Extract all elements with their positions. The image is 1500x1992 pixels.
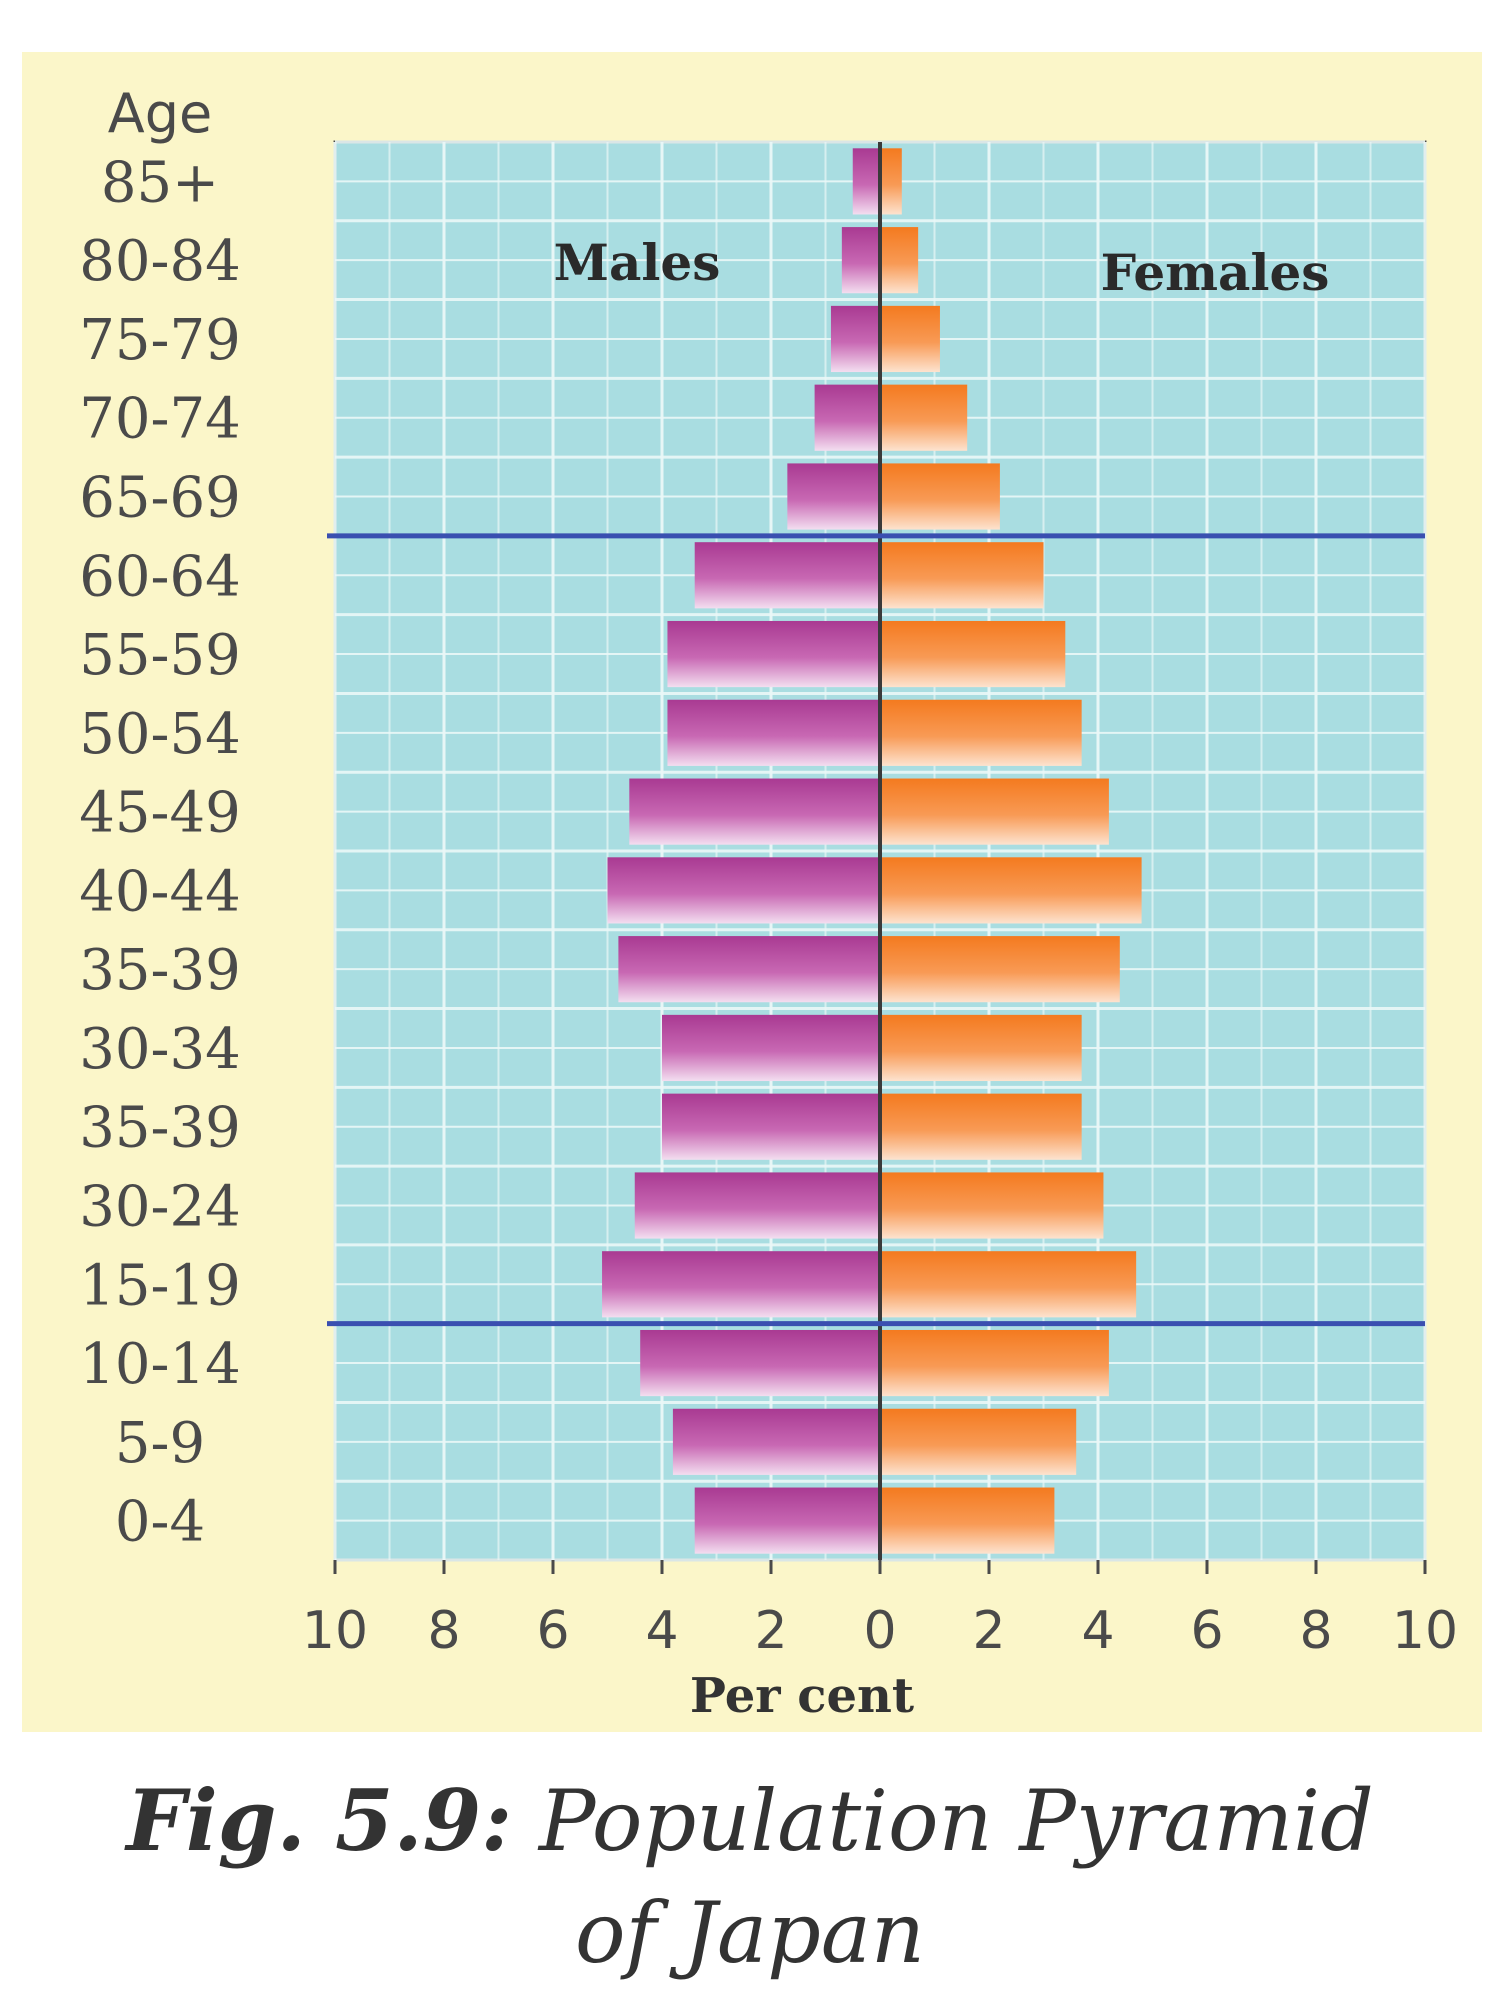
age-group-label: 10-14 xyxy=(79,1332,240,1397)
females-label: Females xyxy=(1101,243,1330,302)
age-group-label: 75-79 xyxy=(79,308,240,373)
x-axis-title: Per cent xyxy=(690,1668,914,1724)
bar-female xyxy=(880,1408,1077,1475)
bar-male xyxy=(602,1251,880,1318)
x-tick-label: 2 xyxy=(972,1601,1005,1661)
bar-female xyxy=(880,1014,1082,1082)
bar-male xyxy=(694,542,880,609)
x-tick-label: 10 xyxy=(1392,1601,1458,1661)
bar-female xyxy=(880,227,919,294)
caption-line-2: of Japan xyxy=(574,1884,926,1982)
x-tick-label: 8 xyxy=(1299,1601,1332,1661)
bar-female xyxy=(880,1329,1109,1397)
bar-male xyxy=(787,463,880,530)
age-group-label: 70-74 xyxy=(79,387,240,452)
bar-female xyxy=(880,1487,1055,1554)
reference-lines xyxy=(327,142,1425,1560)
bar-female xyxy=(880,542,1044,609)
bar-female xyxy=(880,1172,1104,1239)
bar-female xyxy=(880,463,1000,530)
age-group-label: 30-34 xyxy=(79,1017,240,1082)
x-tick-label: 6 xyxy=(1190,1601,1223,1661)
age-group-label: 55-59 xyxy=(79,623,240,688)
bar-male xyxy=(634,1172,880,1239)
bar-male xyxy=(667,699,880,766)
bar-male xyxy=(662,1093,880,1160)
bar-male xyxy=(618,936,880,1003)
caption-title: Population Pyramid xyxy=(538,1772,1374,1870)
bar-female xyxy=(880,857,1142,924)
x-tick-label: 6 xyxy=(536,1601,569,1661)
age-group-label: 45-49 xyxy=(79,781,240,846)
bars xyxy=(602,148,1142,1554)
age-group-label: 40-44 xyxy=(79,859,240,924)
y-axis-title: Age xyxy=(108,82,212,145)
bar-female xyxy=(880,305,940,373)
x-tick-label: 8 xyxy=(427,1601,460,1661)
age-group-label: 15-19 xyxy=(79,1253,240,1318)
x-tick-label: 0 xyxy=(863,1601,896,1661)
x-tick-label: 2 xyxy=(754,1601,787,1661)
bar-male xyxy=(694,1487,880,1554)
x-tick-label: 10 xyxy=(302,1601,368,1661)
population-pyramid-chart: Age Males Females Per cent 85+ 80-84 75-79… xyxy=(79,82,1458,1724)
bar-male xyxy=(672,1408,880,1475)
age-group-label: 85+ xyxy=(101,150,219,215)
bar-female xyxy=(880,1093,1082,1160)
bar-female xyxy=(880,699,1082,766)
bar-female xyxy=(880,148,902,215)
age-group-label: 30-24 xyxy=(79,1175,240,1240)
age-group-label: 60-64 xyxy=(79,544,240,609)
age-group-label: 65-69 xyxy=(79,466,240,531)
bar-male xyxy=(830,305,880,373)
bar-female xyxy=(880,936,1120,1003)
x-tick-label: 4 xyxy=(645,1601,678,1661)
bar-female xyxy=(880,778,1109,845)
figure-caption: Fig. 5.9: Population Pyramid of Japan xyxy=(0,1765,1500,1989)
bar-male xyxy=(852,148,880,215)
bar-male xyxy=(667,620,880,688)
age-group-label: 35-39 xyxy=(79,1096,240,1161)
bar-female xyxy=(880,620,1066,688)
bar-male xyxy=(841,227,880,294)
age-group-label: 0-4 xyxy=(115,1490,205,1555)
labels: Age Males Females Per cent 85+ 80-84 75-79… xyxy=(79,82,1458,1724)
caption-line-1: Fig. 5.9: Population Pyramid xyxy=(0,1765,1500,1877)
bar-female xyxy=(880,1251,1137,1318)
bar-male xyxy=(607,857,880,924)
bar-male xyxy=(640,1329,880,1397)
age-group-label: 80-84 xyxy=(79,229,240,294)
x-tick-label: 4 xyxy=(1081,1601,1114,1661)
bar-male xyxy=(629,778,880,845)
bar-male xyxy=(814,384,880,451)
age-group-label: 35-39 xyxy=(79,938,240,1003)
age-group-label: 5-9 xyxy=(115,1411,205,1476)
males-label: Males xyxy=(554,233,721,292)
age-group-label: 50-54 xyxy=(79,702,240,767)
figure-number: Fig. 5.9: xyxy=(126,1771,513,1870)
bar-male xyxy=(662,1014,880,1082)
bar-female xyxy=(880,384,968,451)
